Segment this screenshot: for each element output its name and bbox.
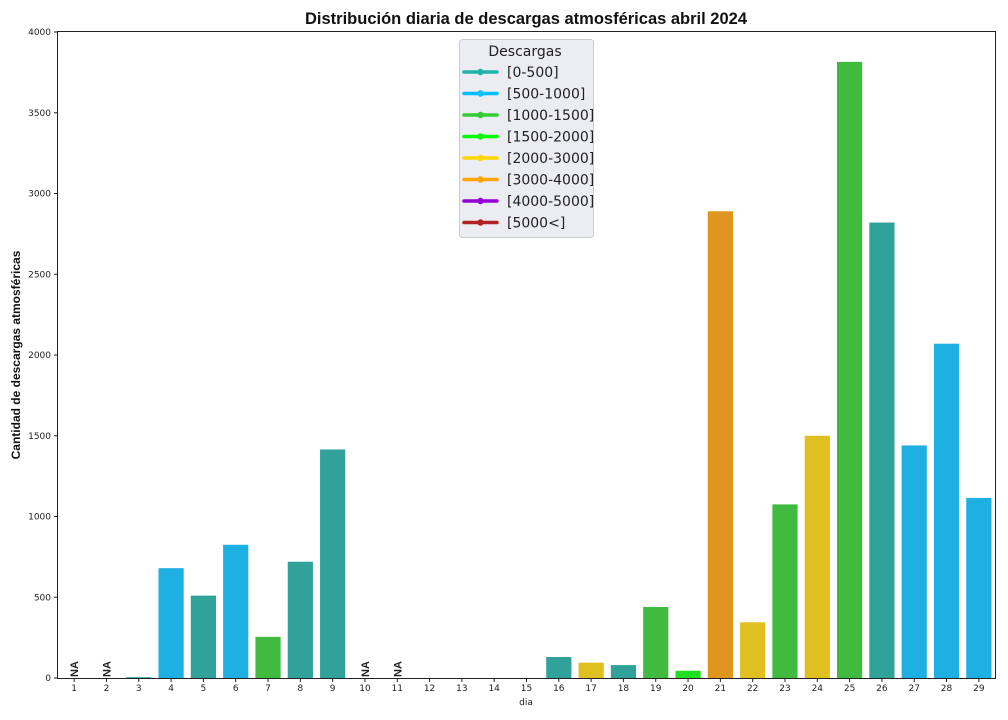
x-tick-label: 8 xyxy=(297,684,303,694)
x-tick-label: 13 xyxy=(456,684,467,694)
x-tick-label: 10 xyxy=(359,684,371,694)
y-tick-label: 2000 xyxy=(28,351,51,361)
na-label: NA xyxy=(101,661,113,677)
x-tick-label: 24 xyxy=(812,684,824,694)
na-label: NA xyxy=(392,661,404,677)
x-tick-label: 7 xyxy=(265,684,271,694)
y-axis: 0 500 1000 1500 2000 2500 3000 3500 4000 xyxy=(28,28,58,684)
bar-day-4 xyxy=(158,568,184,678)
na-label: NA xyxy=(69,661,81,677)
bar-day-5 xyxy=(190,595,216,678)
bar-day-16 xyxy=(546,657,572,678)
x-tick-label: 27 xyxy=(908,684,919,694)
legend-title: Descargas xyxy=(488,44,561,60)
bar-day-25 xyxy=(837,61,863,678)
bar-day-27 xyxy=(901,445,927,678)
x-tick-label: 23 xyxy=(779,684,790,694)
x-tick-label: 15 xyxy=(521,684,532,694)
bar-day-7 xyxy=(255,636,281,678)
legend-label: [5000<] xyxy=(507,216,565,232)
x-tick-label: 14 xyxy=(488,684,500,694)
legend-marker xyxy=(477,111,484,119)
x-axis-title: dia xyxy=(519,698,533,708)
y-tick-label: 1500 xyxy=(28,432,51,442)
x-tick-label: 12 xyxy=(424,684,435,694)
y-tick-label: 1000 xyxy=(28,513,51,523)
legend-box xyxy=(459,39,594,238)
bar-day-6 xyxy=(223,544,249,678)
legend-label: [1000-1500] xyxy=(507,108,594,124)
y-tick-label: 4000 xyxy=(28,28,51,38)
legend-label: [4000-5000] xyxy=(507,194,594,210)
x-tick-label: 6 xyxy=(233,684,239,694)
legend-marker xyxy=(477,219,484,226)
bar-day-17 xyxy=(578,662,604,678)
x-tick-label: 1 xyxy=(71,684,77,694)
x-tick-label: 25 xyxy=(844,684,855,694)
x-tick-label: 22 xyxy=(747,684,758,694)
legend-label: [0-500] xyxy=(507,65,559,81)
bar-day-3 xyxy=(126,677,152,678)
bar-day-9 xyxy=(320,449,346,678)
legend-label: [1500-2000] xyxy=(507,130,594,146)
x-tick-label: 26 xyxy=(876,684,888,694)
x-axis: 1 2 3 4 5 6 7 8 9 10 11 12 13 14 15 16 17 18 19 20 21 22 23 24 2… xyxy=(71,678,985,694)
y-tick-label: 3000 xyxy=(28,190,51,200)
legend-marker xyxy=(477,90,484,97)
bar-day-8 xyxy=(287,561,313,678)
legend-label: [500-1000] xyxy=(507,87,585,103)
x-tick-label: 19 xyxy=(650,684,662,694)
x-tick-label: 21 xyxy=(715,684,726,694)
legend-marker xyxy=(477,133,484,140)
y-tick-label: 2500 xyxy=(28,270,51,280)
bar-day-29 xyxy=(966,497,992,678)
legend-marker xyxy=(477,154,484,162)
bar-day-18 xyxy=(610,665,637,678)
y-tick-label: 3500 xyxy=(28,109,51,119)
legend: Descargas [0-500] [500-1000] [1000-1500] [1… xyxy=(459,39,594,238)
legend-marker xyxy=(477,176,484,183)
x-tick-label: 20 xyxy=(682,684,694,694)
x-tick-label: 9 xyxy=(330,684,336,694)
x-tick-label: 28 xyxy=(941,684,953,694)
x-tick-label: 11 xyxy=(392,684,403,694)
x-tick-label: 3 xyxy=(136,684,142,694)
x-tick-label: 2 xyxy=(104,684,110,694)
legend-entries: [0-500] [500-1000] [1000-1500] [1500-2000] [… xyxy=(462,65,594,232)
bar-day-19 xyxy=(643,606,669,678)
bar-day-28 xyxy=(933,343,960,678)
x-tick-label: 5 xyxy=(201,684,207,694)
legend-marker xyxy=(477,68,484,76)
bar-day-24 xyxy=(804,435,830,678)
y-tick-label: 500 xyxy=(34,593,51,603)
x-tick-label: 18 xyxy=(618,684,630,694)
bar-day-23 xyxy=(772,504,798,678)
legend-label: [2000-3000] xyxy=(507,151,594,167)
na-label: NA xyxy=(360,661,372,677)
x-tick-label: 16 xyxy=(553,684,565,694)
bar-day-26 xyxy=(869,222,895,678)
bar-day-21 xyxy=(707,211,733,678)
x-tick-label: 4 xyxy=(168,684,174,694)
legend-label: [3000-4000] xyxy=(507,173,594,189)
bar-day-20 xyxy=(675,670,701,678)
x-tick-label: 29 xyxy=(973,684,985,694)
y-tick-label: 0 xyxy=(45,674,51,684)
y-axis-title: Cantidad de descargas atmosféricas xyxy=(9,250,23,459)
bars-layer: NA NA NA NA xyxy=(69,61,992,678)
x-tick-label: 17 xyxy=(585,684,596,694)
legend-marker xyxy=(477,197,484,205)
bar-day-22 xyxy=(740,622,766,678)
chart-title: Distribución diaria de descargas atmosfé… xyxy=(305,10,748,28)
